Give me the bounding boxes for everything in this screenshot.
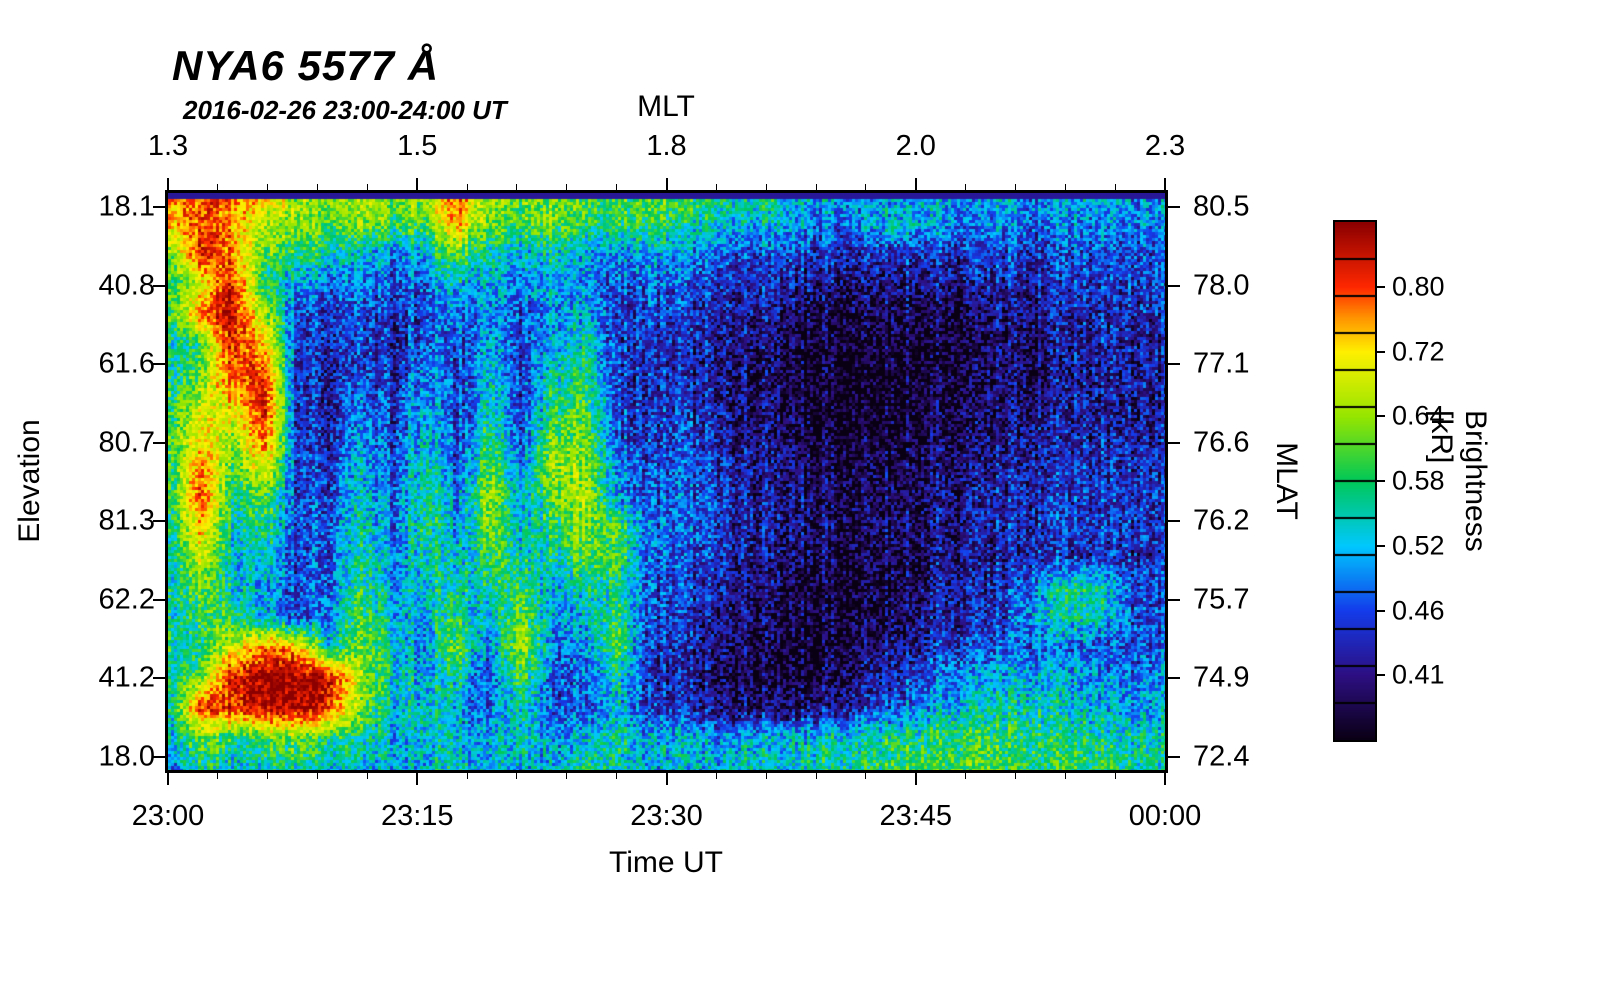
colorbar-tick-label: 0.41 xyxy=(1392,659,1445,690)
left-tick-mark xyxy=(153,441,165,444)
top-tick-mark xyxy=(167,178,169,190)
left-tick-mark xyxy=(153,520,165,523)
right-tick-label: 77.1 xyxy=(1193,347,1250,380)
colorbar-tick-mark xyxy=(1377,350,1385,353)
chart-title: NYA6 5577 Å xyxy=(172,42,440,89)
right-tick-mark xyxy=(1168,755,1180,758)
colorbar-frame xyxy=(1333,220,1377,742)
heatmap-frame xyxy=(165,190,1168,773)
top-tick-label: 2.3 xyxy=(1144,130,1186,162)
right-tick-label: 78.0 xyxy=(1193,269,1250,302)
top-tick-mark xyxy=(914,178,917,190)
heatmap-canvas xyxy=(168,193,1165,770)
bottom-tick-label: 23:15 xyxy=(380,800,454,832)
left-tick-label: 40.8 xyxy=(98,269,155,302)
right-tick-label: 72.4 xyxy=(1193,740,1250,773)
right-tick-label: 74.9 xyxy=(1193,661,1250,694)
right-tick-mark xyxy=(1168,284,1180,287)
left-tick-label: 81.3 xyxy=(98,504,155,537)
left-tick-label: 18.0 xyxy=(98,740,155,773)
left-tick-mark xyxy=(153,206,165,209)
bottom-tick-label: 00:00 xyxy=(1128,800,1202,832)
left-tick-mark xyxy=(153,755,165,758)
colorbar-tick-mark xyxy=(1377,480,1385,482)
colorbar-tick-label: 0.80 xyxy=(1392,271,1445,302)
left-tick-mark xyxy=(153,363,165,366)
colorbar-label: Brightness [kR] xyxy=(1425,410,1492,552)
right-tick-mark xyxy=(1168,520,1180,523)
left-tick-mark xyxy=(153,677,165,680)
colorbar-tick-mark xyxy=(1377,415,1385,418)
left-axis-label: Elevation xyxy=(13,419,46,543)
right-tick-label: 76.6 xyxy=(1193,426,1250,459)
top-tick-mark xyxy=(665,178,668,190)
left-tick-label: 41.2 xyxy=(98,661,155,694)
top-tick-label: 1.5 xyxy=(397,130,438,162)
colorbar-tick-label: 0.72 xyxy=(1392,336,1445,366)
right-tick-mark xyxy=(1168,598,1180,601)
right-tick-mark xyxy=(1168,441,1180,444)
colorbar-tick-mark xyxy=(1377,285,1385,288)
top-tick-label: 1.8 xyxy=(646,130,687,162)
colorbar-tick-label: 0.46 xyxy=(1392,595,1445,625)
bottom-axis-label: Time UT xyxy=(609,846,723,879)
chart-subtitle: 2016-02-26 23:00-24:00 UT xyxy=(183,95,507,125)
left-tick-label: 62.2 xyxy=(98,583,155,616)
left-tick-label: 18.1 xyxy=(98,190,155,223)
colorbar-tick-mark xyxy=(1377,674,1385,677)
left-tick-mark xyxy=(153,598,165,601)
right-tick-label: 76.2 xyxy=(1193,504,1250,537)
top-axis-label: MLT xyxy=(637,90,695,123)
colorbar-tick-mark xyxy=(1377,609,1385,612)
right-tick-mark xyxy=(1168,677,1180,680)
right-tick-mark xyxy=(1168,206,1180,209)
colorbar-canvas xyxy=(1335,222,1375,740)
top-tick-mark xyxy=(1164,178,1166,190)
right-tick-label: 80.5 xyxy=(1193,190,1250,223)
top-tick-mark xyxy=(416,178,419,190)
right-tick-mark xyxy=(1168,363,1180,366)
left-tick-mark xyxy=(153,284,165,287)
bottom-tick-label: 23:30 xyxy=(630,800,703,832)
right-axis-label: MLAT xyxy=(1270,442,1303,520)
bottom-tick-label: 23:45 xyxy=(879,800,953,832)
top-tick-label: 1.3 xyxy=(147,130,189,162)
left-tick-label: 80.7 xyxy=(98,426,155,459)
left-tick-label: 61.6 xyxy=(98,347,155,380)
colorbar-tick-mark xyxy=(1377,544,1385,547)
bottom-tick-label: 23:00 xyxy=(131,800,205,832)
top-tick-label: 2.0 xyxy=(895,130,936,162)
right-tick-label: 75.7 xyxy=(1193,583,1250,616)
